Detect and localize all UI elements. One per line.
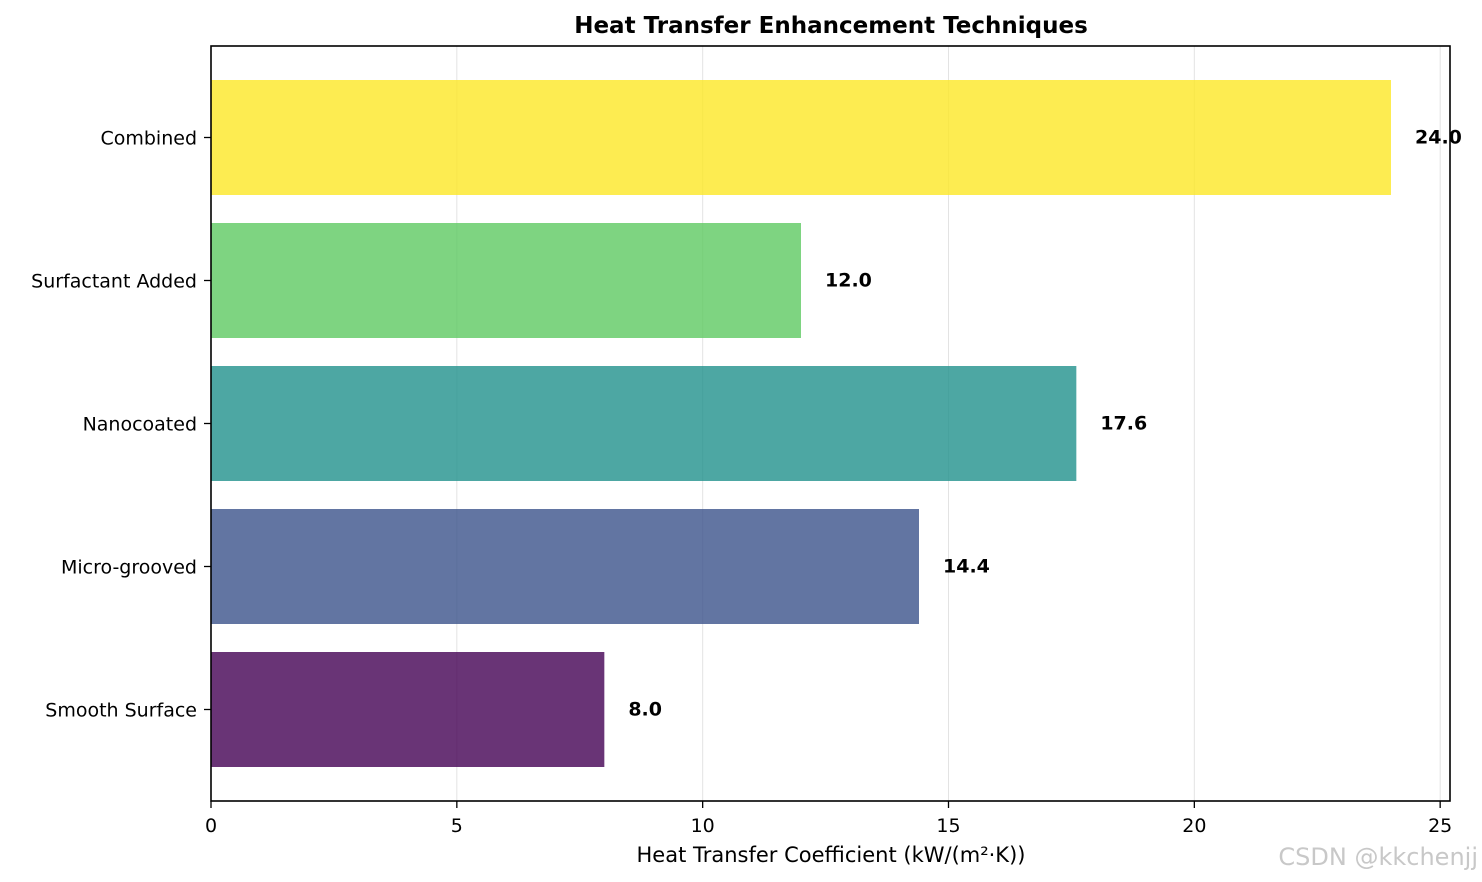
- x-axis-ticks: 0 5 10 15 20 25: [205, 801, 1452, 837]
- x-tick-label: 0: [205, 815, 217, 837]
- x-tick-label: 10: [691, 815, 715, 837]
- y-axis-ticks: Smooth Surface Micro-grooved Nanocoated Sur…: [31, 128, 211, 722]
- y-tick-label: Surfactant Added: [31, 271, 197, 293]
- value-label: 12.0: [825, 270, 872, 292]
- bar: [211, 652, 605, 767]
- y-tick-label: Combined: [100, 128, 197, 150]
- bar: [211, 509, 919, 624]
- x-axis-label: Heat Transfer Coefficient (kW/(m²·K)): [637, 843, 1026, 867]
- y-tick-label: Micro-grooved: [61, 557, 197, 579]
- value-label: 24.0: [1415, 127, 1462, 149]
- x-tick-label: 15: [936, 815, 960, 837]
- value-label: 8.0: [628, 699, 662, 721]
- x-tick-label: 25: [1428, 815, 1452, 837]
- value-label: 14.4: [943, 556, 990, 578]
- y-tick-label: Nanocoated: [83, 414, 197, 436]
- bar: [211, 366, 1077, 481]
- value-label: 17.6: [1100, 413, 1147, 435]
- chart-title: Heat Transfer Enhancement Techniques: [574, 13, 1088, 39]
- x-tick-label: 5: [451, 815, 463, 837]
- value-labels: 8.0 14.4 17.6 12.0 24.0: [628, 127, 1462, 721]
- x-tick-label: 20: [1182, 815, 1206, 837]
- y-tick-label: Smooth Surface: [45, 700, 197, 722]
- watermark: CSDN @kkchenjj: [1278, 843, 1478, 871]
- bar: [211, 223, 801, 338]
- bar: [211, 80, 1391, 195]
- bars: [211, 80, 1391, 767]
